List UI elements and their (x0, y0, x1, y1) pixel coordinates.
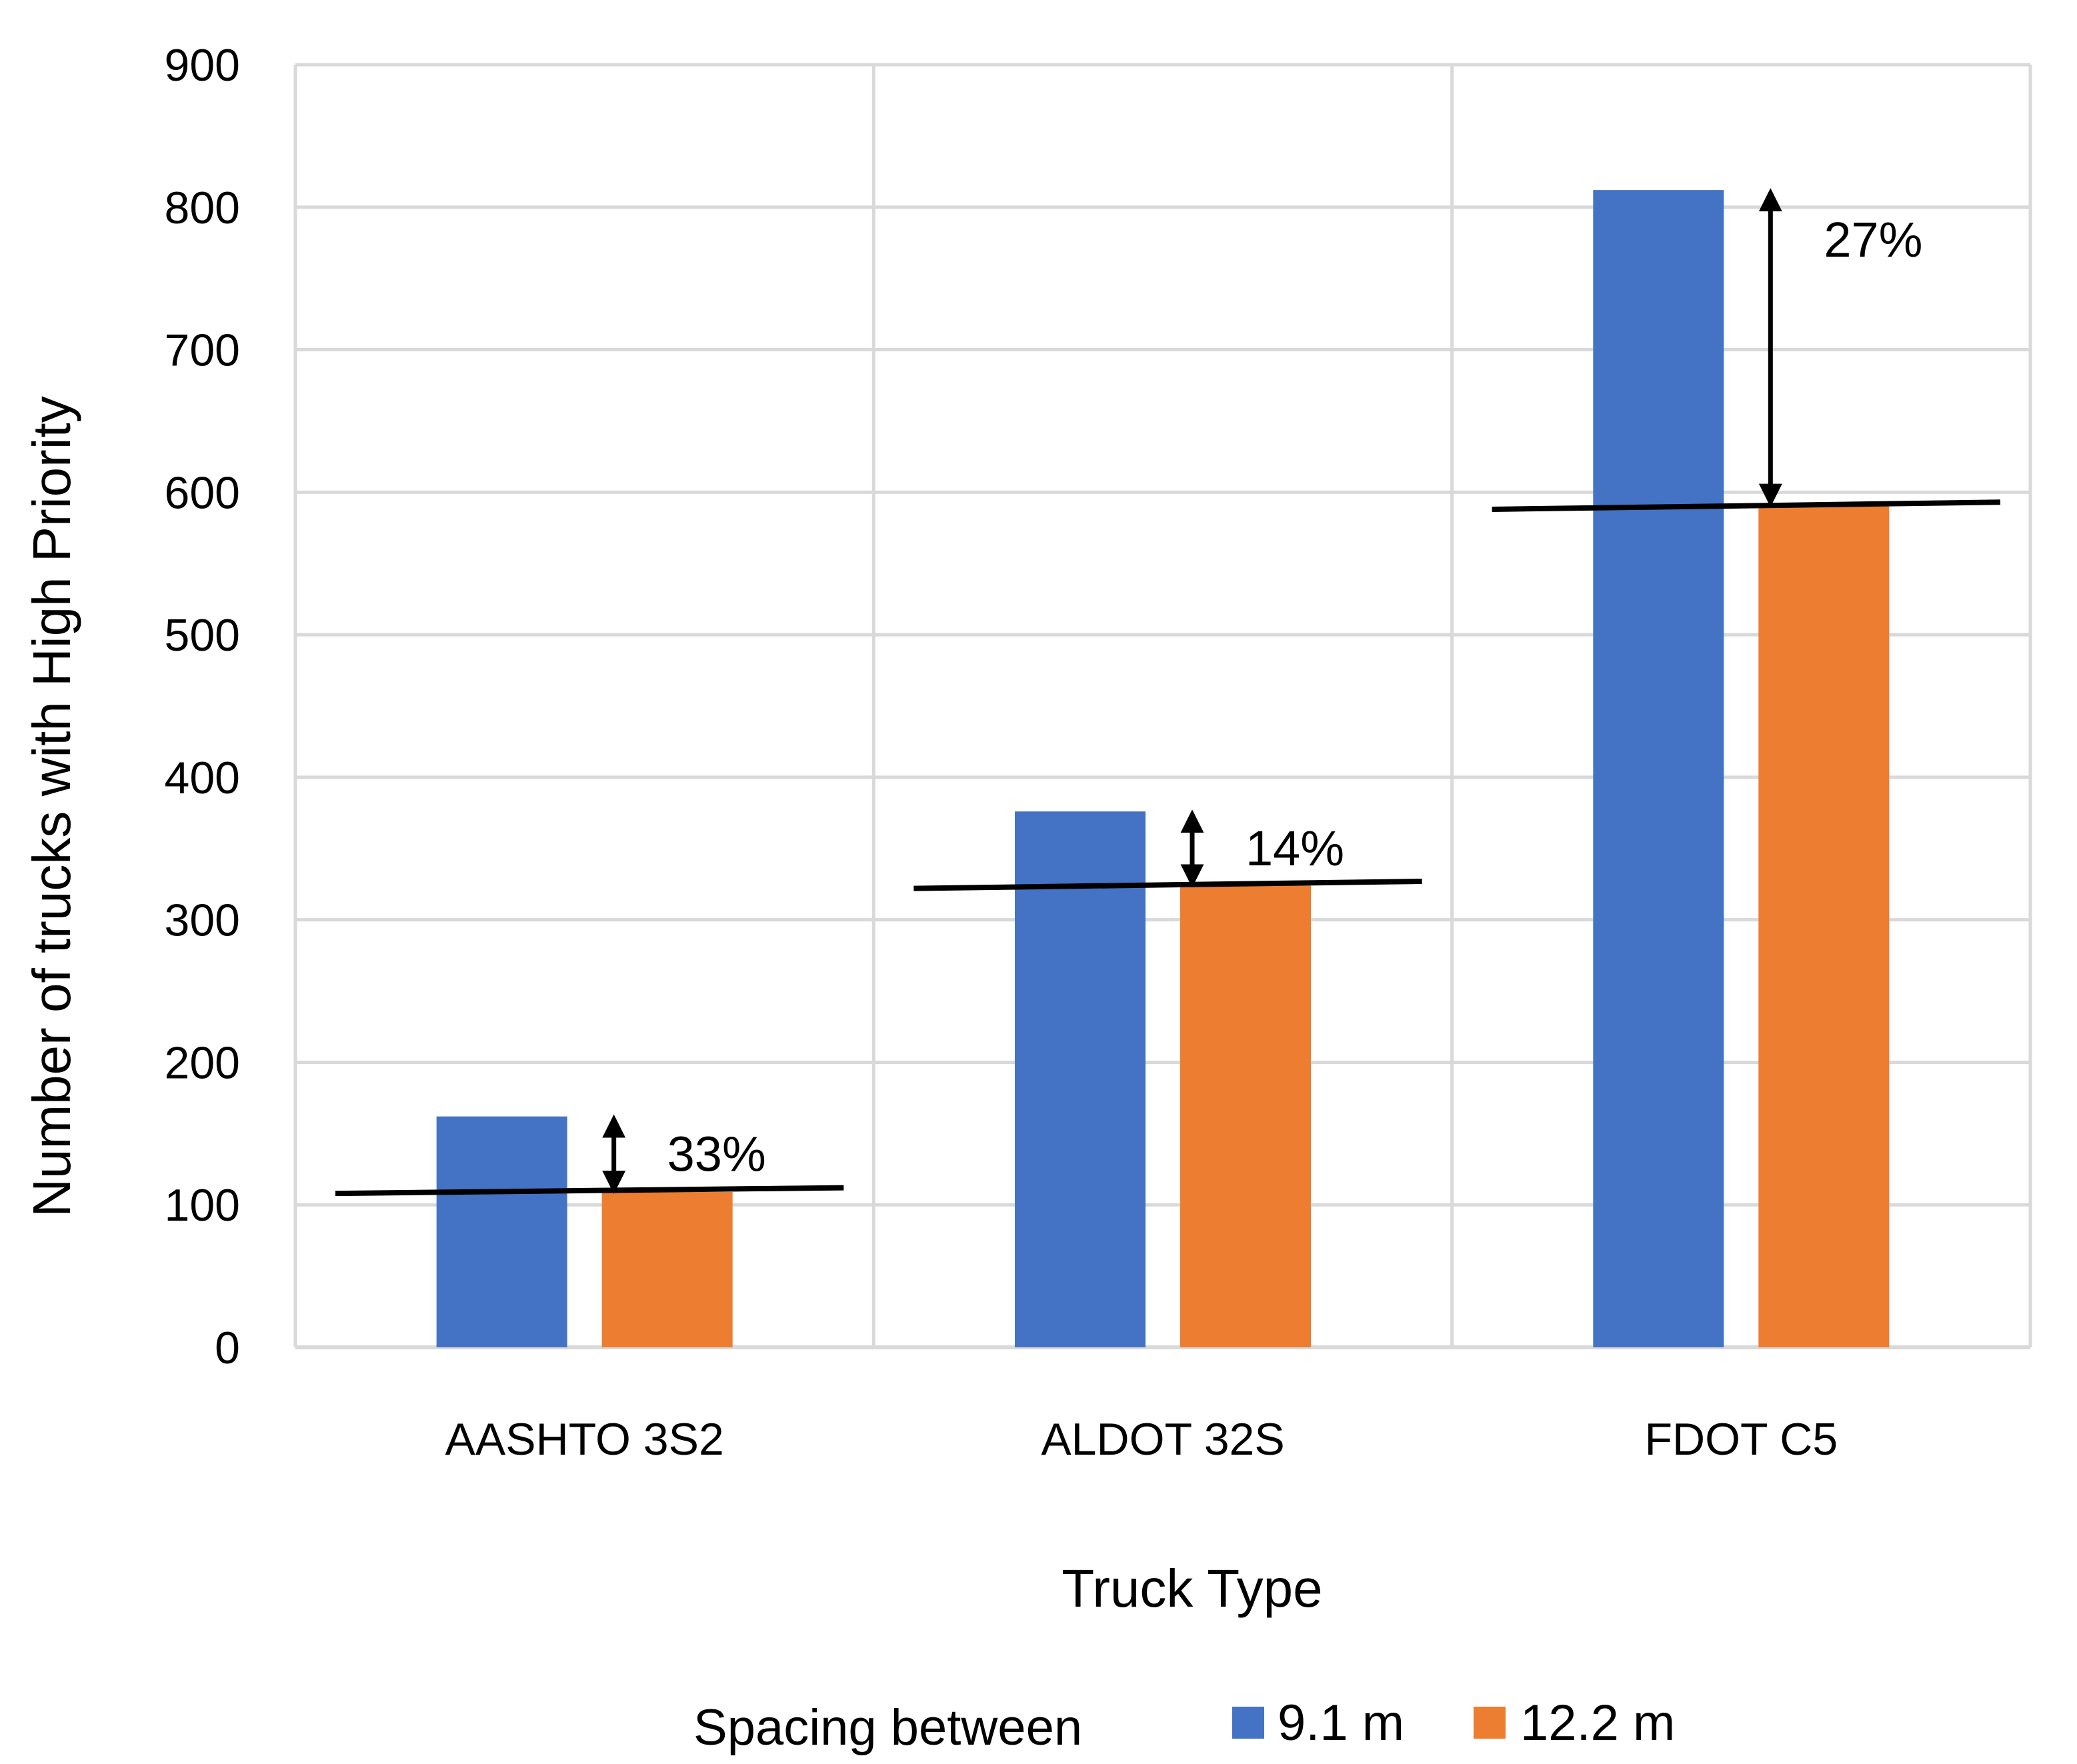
legend-label-9-1m: 9.1 m (1278, 1695, 1404, 1751)
legend: Spacing between 9.1 m 12.2 m (693, 1695, 1675, 1756)
y-axis-title: Number of trucks with High Priority (22, 396, 81, 1217)
y-tick-label: 600 (165, 467, 240, 518)
bar-9-1m (1593, 190, 1724, 1347)
y-tick-label: 500 (165, 610, 240, 661)
reference-line (913, 878, 1422, 891)
bar-12-2m (1180, 885, 1311, 1347)
reference-line (1492, 499, 2001, 512)
bar-12-2m (601, 1191, 733, 1347)
legend-title: Spacing between (693, 1699, 1082, 1756)
reference-line (335, 1185, 844, 1197)
x-axis-title: Truck Type (1062, 1559, 1322, 1618)
bars (436, 190, 1890, 1348)
y-tick-label: 800 (165, 183, 240, 233)
bar-12-2m (1758, 505, 1890, 1348)
y-tick-label: 0 (215, 1323, 240, 1373)
axis-ticks: 0 100 200 300 400 500 600 700 800 900 AASHTO 3S2 AL… (165, 40, 1838, 1465)
difference-label: 14% (1246, 821, 1344, 876)
difference-label: 33% (667, 1126, 766, 1181)
y-tick-label: 400 (165, 753, 240, 803)
y-tick-label: 700 (165, 325, 240, 376)
legend-swatch-12-2m (1474, 1707, 1506, 1739)
y-tick-label: 900 (165, 40, 240, 91)
difference-label: 27% (1824, 212, 1922, 267)
legend-label-12-2m: 12.2 m (1520, 1695, 1675, 1751)
x-tick-label: ALDOT 32S (1041, 1414, 1284, 1465)
y-tick-label: 100 (165, 1180, 240, 1231)
y-tick-label: 200 (165, 1037, 240, 1088)
bar-9-1m (436, 1116, 567, 1347)
bar-9-1m (1015, 811, 1146, 1347)
annotations: 33% 14% 27% (335, 188, 2001, 1197)
x-tick-label: AASHTO 3S2 (445, 1414, 724, 1465)
gridlines (293, 63, 2032, 1349)
y-tick-label: 300 (165, 895, 240, 946)
x-tick-label: FDOT C5 (1644, 1414, 1838, 1465)
legend-swatch-9-1m (1232, 1707, 1264, 1739)
